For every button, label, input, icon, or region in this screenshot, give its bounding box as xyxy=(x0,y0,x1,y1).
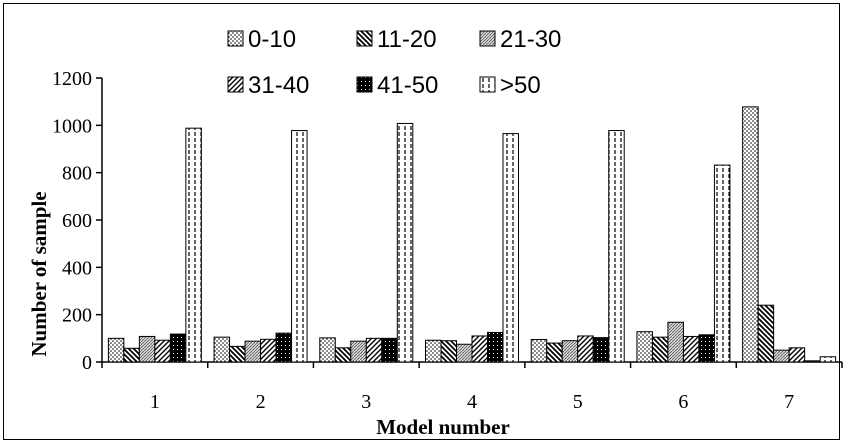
bar-dark xyxy=(698,334,715,363)
bar-fine-grid xyxy=(667,321,684,363)
bar-fine-grid xyxy=(138,335,156,363)
bar-fine-grid xyxy=(350,340,367,363)
bar-dots xyxy=(107,337,125,363)
legend-swatch xyxy=(356,76,373,93)
legend: 0-10 11-20 21-30 31-40 41-50 >50 xyxy=(227,26,561,99)
legend-swatch xyxy=(479,76,496,93)
y-tick-label: 600 xyxy=(62,210,92,232)
x-tick-label: 5 xyxy=(573,391,583,413)
bar-dots xyxy=(319,337,336,363)
legend-swatch xyxy=(227,76,244,93)
bar-dots xyxy=(213,336,231,363)
legend-label: >50 xyxy=(500,72,541,99)
y-tick-label: 1000 xyxy=(52,115,92,137)
bar-dots xyxy=(742,106,759,363)
bar-dashed xyxy=(291,130,308,363)
legend-swatch xyxy=(227,30,244,47)
bar-fine-grid xyxy=(456,343,473,363)
bar-dark xyxy=(804,360,821,363)
bar-dark xyxy=(169,333,187,363)
x-tick-label: 1 xyxy=(150,391,160,413)
legend-swatch xyxy=(356,30,373,47)
bar-diag-fwd xyxy=(788,347,806,363)
x-tick-label: 3 xyxy=(361,391,371,413)
legend-swatch xyxy=(479,30,496,47)
bar-diag-fwd xyxy=(365,337,383,363)
bar-dots xyxy=(636,331,653,363)
bar-diag-back xyxy=(546,342,563,363)
bar-diag-back xyxy=(229,345,246,363)
bar-fine-grid xyxy=(561,340,579,363)
y-tick-label: 800 xyxy=(62,163,92,185)
x-tick-label: 4 xyxy=(467,391,477,413)
bars xyxy=(107,106,837,363)
y-axis-title: Number of sample xyxy=(27,191,51,356)
legend-label: 31-40 xyxy=(248,72,309,99)
y-tick-label: 200 xyxy=(62,305,92,327)
bar-fine-grid xyxy=(773,349,790,363)
legend-label: 21-30 xyxy=(500,26,561,53)
bar-diag-back xyxy=(757,304,775,363)
y-axis: 0 200 400 600 800 1000 1200 xyxy=(52,68,103,374)
bar-dashed xyxy=(713,164,731,363)
bar-dark xyxy=(592,337,610,363)
bar-diag-back xyxy=(440,340,457,363)
y-tick-label: 400 xyxy=(62,257,92,279)
bar-dashed xyxy=(396,122,414,363)
bar-diag-fwd xyxy=(471,335,488,363)
chart-frame xyxy=(3,3,840,440)
bar-dots xyxy=(530,339,548,363)
x-tick-label: 7 xyxy=(784,391,794,413)
bar-dark xyxy=(275,332,293,363)
x-tick-label: 2 xyxy=(256,391,266,413)
legend-label: 11-20 xyxy=(377,26,437,53)
bar-diag-fwd xyxy=(577,335,594,363)
bar-dots xyxy=(425,339,442,363)
bar-diag-back xyxy=(334,347,352,363)
y-tick-label: 1200 xyxy=(52,68,92,90)
bar-fine-grid xyxy=(244,340,262,363)
bar-dark xyxy=(487,331,504,363)
x-tick-label: 6 xyxy=(678,391,688,413)
x-axis: 1 2 3 4 5 6 7 xyxy=(101,361,843,413)
bar-dashed xyxy=(502,133,519,363)
bar-dashed xyxy=(185,127,202,363)
bar-diag-back xyxy=(123,347,140,363)
bar-diag-fwd xyxy=(154,339,171,363)
bar-diag-back xyxy=(651,336,669,363)
bar-diag-fwd xyxy=(682,335,700,363)
x-axis-title: Model number xyxy=(376,415,510,439)
bar-dashed xyxy=(819,356,837,363)
legend-label: 41-50 xyxy=(377,72,438,99)
y-tick-label: 0 xyxy=(82,352,92,374)
legend-label: 0-10 xyxy=(248,26,296,53)
bar-dashed xyxy=(608,130,625,363)
bar-diag-fwd xyxy=(260,338,277,363)
bar-dark xyxy=(381,337,398,363)
